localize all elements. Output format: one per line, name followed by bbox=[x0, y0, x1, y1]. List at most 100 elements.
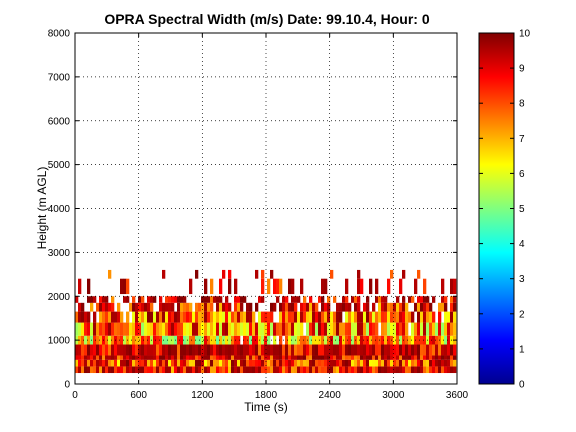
heatmap-cell bbox=[300, 359, 304, 367]
heatmap-cell bbox=[315, 322, 319, 336]
heatmap-cell bbox=[288, 302, 292, 312]
heatmap-cell bbox=[189, 335, 193, 345]
heatmap-cell bbox=[111, 296, 115, 303]
heatmap-cell bbox=[264, 335, 268, 345]
heatmap-cell bbox=[309, 359, 313, 367]
heatmap-cell bbox=[381, 335, 385, 345]
heatmap-cell bbox=[279, 344, 283, 356]
heatmap-cell bbox=[402, 311, 406, 323]
heatmap-cell bbox=[375, 278, 379, 295]
colorbar-tick-label: 5 bbox=[519, 204, 525, 215]
heatmap-cell bbox=[150, 311, 154, 323]
heatmap-cell bbox=[159, 359, 163, 367]
heatmap-cell bbox=[414, 355, 418, 360]
heatmap-cell bbox=[189, 366, 193, 374]
heatmap-cell bbox=[231, 366, 235, 374]
heatmap-cell bbox=[441, 359, 445, 367]
heatmap-cell bbox=[270, 359, 274, 367]
heatmap-cell bbox=[195, 359, 199, 367]
heatmap-cell bbox=[207, 311, 211, 323]
heatmap-cell bbox=[156, 355, 160, 360]
heatmap-cell bbox=[381, 366, 385, 374]
heatmap-cell bbox=[288, 335, 292, 345]
heatmap-cell bbox=[411, 296, 415, 303]
heatmap-cell bbox=[243, 355, 247, 360]
heatmap-cell bbox=[150, 355, 154, 360]
heatmap-cell bbox=[255, 355, 259, 360]
heatmap-cell bbox=[297, 335, 301, 345]
heatmap-cell bbox=[141, 296, 145, 303]
heatmap-cell bbox=[207, 344, 211, 356]
heatmap-cell bbox=[96, 302, 100, 312]
heatmap-cell bbox=[177, 359, 181, 367]
heatmap-cell bbox=[114, 311, 118, 323]
heatmap-cell bbox=[141, 366, 145, 374]
heatmap-cell bbox=[372, 344, 376, 356]
heatmap-cell bbox=[129, 322, 133, 336]
heatmap-cell bbox=[282, 302, 286, 312]
heatmap-cell bbox=[333, 366, 337, 374]
heatmap-cell bbox=[81, 311, 85, 323]
heatmap-cell bbox=[168, 296, 172, 303]
heatmap-cell bbox=[75, 322, 79, 336]
heatmap-cell bbox=[411, 344, 415, 356]
heatmap-cell bbox=[438, 302, 442, 312]
heatmap-cell bbox=[333, 322, 337, 336]
heatmap-cell bbox=[147, 344, 151, 356]
heatmap-cell bbox=[159, 335, 163, 345]
heatmap-cell bbox=[180, 322, 184, 336]
heatmap-cell bbox=[195, 355, 199, 360]
heatmap-cell bbox=[195, 335, 199, 345]
heatmap-cell bbox=[315, 302, 319, 312]
heatmap-cell bbox=[147, 302, 151, 312]
heatmap-cell bbox=[234, 311, 238, 323]
heatmap-cell bbox=[78, 344, 82, 356]
heatmap-cell bbox=[144, 355, 148, 360]
heatmap-cell bbox=[87, 311, 91, 323]
heatmap-cell bbox=[120, 335, 124, 345]
heatmap-cell bbox=[417, 269, 421, 279]
heatmap-cell bbox=[390, 302, 394, 312]
heatmap-cell bbox=[363, 355, 367, 360]
heatmap-cell bbox=[393, 311, 397, 323]
heatmap-cell bbox=[246, 311, 250, 323]
heatmap-cell bbox=[453, 366, 457, 374]
heatmap-cell bbox=[405, 355, 409, 360]
heatmap-cell bbox=[453, 311, 457, 323]
heatmap-cell bbox=[123, 366, 127, 374]
heatmap-cell bbox=[450, 322, 454, 336]
heatmap-cell bbox=[156, 344, 160, 356]
heatmap-cell bbox=[153, 344, 157, 356]
heatmap-cell bbox=[384, 344, 388, 356]
heatmap-cell bbox=[198, 344, 202, 356]
heatmap-cell bbox=[222, 355, 226, 360]
heatmap-cell bbox=[363, 335, 367, 345]
heatmap-cell bbox=[357, 269, 361, 279]
heatmap-cell bbox=[405, 366, 409, 374]
heatmap-cell bbox=[336, 311, 340, 323]
heatmap-cell bbox=[324, 355, 328, 360]
heatmap-cell bbox=[258, 344, 262, 356]
heatmap-cell bbox=[171, 311, 175, 323]
heatmap-cell bbox=[345, 355, 349, 360]
heatmap-cell bbox=[300, 278, 304, 295]
colorbar: 0 1 2 3 4 5 6 7 8 9 10 bbox=[478, 29, 531, 391]
heatmap-cell bbox=[267, 366, 271, 374]
heatmap-cell bbox=[450, 366, 454, 374]
heatmap-cell bbox=[270, 302, 274, 312]
heatmap-cell bbox=[423, 322, 427, 336]
heatmap-cell bbox=[318, 355, 322, 360]
heatmap-cell bbox=[231, 335, 235, 345]
heatmap-cell bbox=[447, 344, 451, 356]
heatmap-cell bbox=[441, 344, 445, 356]
heatmap-cell bbox=[420, 311, 424, 323]
heatmap-cell bbox=[444, 322, 448, 336]
heatmap-cell bbox=[198, 311, 202, 323]
heatmap-cell bbox=[405, 322, 409, 336]
heatmap-cell bbox=[339, 366, 343, 374]
heatmap-cell bbox=[378, 311, 382, 323]
heatmap-cell bbox=[96, 359, 100, 367]
heatmap-cell bbox=[309, 366, 313, 374]
heatmap-cell bbox=[276, 322, 280, 336]
